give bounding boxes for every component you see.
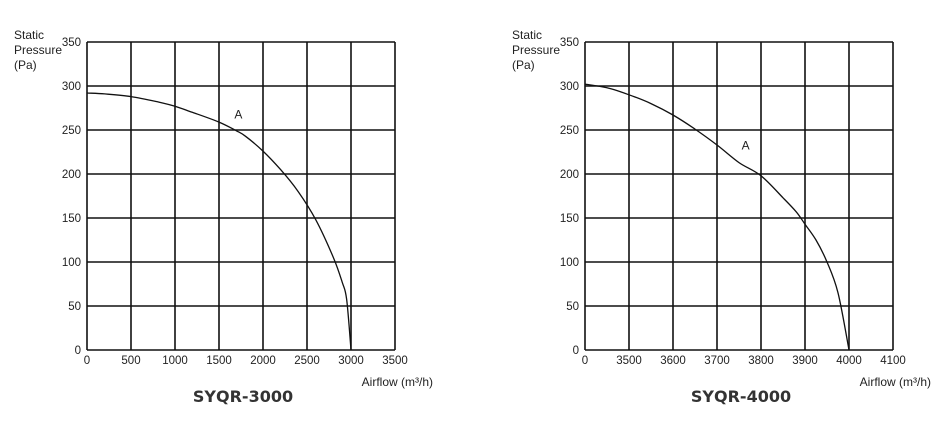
syqr-4000-x-tick-label: 3700 [704,355,730,367]
syqr-3000-x-axis-title: Airflow (m³/h) [362,375,433,389]
syqr-3000-x-tick-label: 2500 [294,355,320,367]
syqr-3000-x-tick-label: 1500 [206,355,232,367]
syqr-4000-y-axis-title: (Pa) [512,58,535,72]
syqr-4000-y-tick-label: 50 [566,301,579,313]
syqr-4000-x-tick-label: 0 [582,355,588,367]
syqr-4000-y-tick-label: 300 [560,81,579,93]
syqr-3000-y-axis-title: (Pa) [14,58,37,72]
syqr-4000-x-tick-label: 3500 [616,355,642,367]
syqr-4000-y-tick-label: 100 [560,257,579,269]
syqr-3000-x-tick-label: 3500 [382,355,408,367]
syqr-3000-y-tick-label: 100 [62,257,81,269]
syqr-3000-y-axis-title: Pressure [14,43,62,57]
syqr-3000-curve-label-a: A [234,108,242,122]
syqr-4000-y-tick-label: 200 [560,169,579,181]
syqr-3000-y-tick-label: 150 [62,213,81,225]
syqr-4000-chart-title: SYQR-4000 [691,387,791,406]
syqr-3000-chart-title: SYQR-3000 [193,387,293,406]
syqr-4000-y-tick-label: 350 [560,37,579,49]
syqr-3000-y-tick-label: 350 [62,37,81,49]
syqr-3000-y-axis-title: Static [14,28,44,42]
syqr-3000-y-tick-label: 50 [68,301,81,313]
syqr-4000-y-axis-title: Static [512,28,542,42]
syqr-4000-y-tick-label: 0 [573,345,579,357]
syqr-4000-y-tick-label: 150 [560,213,579,225]
syqr-3000-y-tick-label: 300 [62,81,81,93]
syqr-4000-x-tick-label: 4100 [880,355,906,367]
syqr-3000-x-tick-label: 2000 [250,355,276,367]
syqr-4000-x-tick-label: 4000 [836,355,862,367]
syqr-3000-x-tick-label: 500 [121,355,140,367]
syqr-4000-x-tick-label: 3900 [792,355,818,367]
syqr-3000-y-tick-label: 200 [62,169,81,181]
syqr-4000-x-tick-label: 3600 [660,355,686,367]
syqr-3000-y-tick-label: 250 [62,125,81,137]
syqr-4000-x-axis-title: Airflow (m³/h) [860,375,931,389]
syqr-4000-curve-label-a: A [742,138,750,152]
syqr-4000-y-tick-label: 250 [560,125,579,137]
syqr-4000-y-axis-title: Pressure [512,43,560,57]
syqr-3000-x-tick-label: 1000 [162,355,188,367]
syqr-3000-y-tick-label: 0 [75,345,81,357]
syqr-3000-series-curve-a [86,92,352,351]
syqr-3000-x-tick-label: 0 [84,355,90,367]
syqr-4000-x-tick-label: 3800 [748,355,774,367]
syqr-3000-x-tick-label: 3000 [338,355,364,367]
syqr-4000-series-curve-a [584,83,850,351]
